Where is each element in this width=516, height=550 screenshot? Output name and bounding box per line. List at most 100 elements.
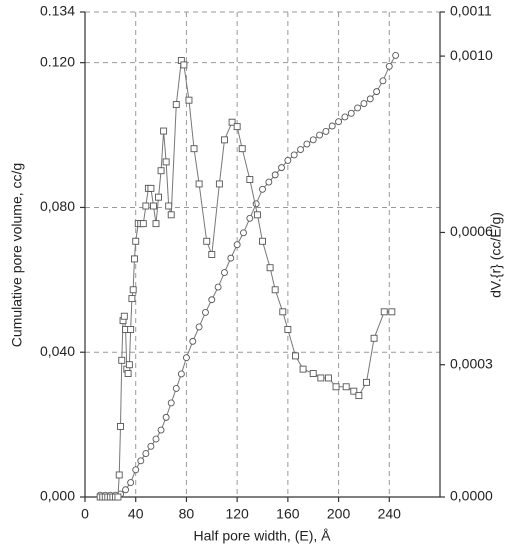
- square-marker: [147, 184, 155, 192]
- square-marker: [221, 136, 228, 144]
- square-marker: [253, 211, 261, 219]
- circle-marker: [379, 77, 387, 85]
- square-marker: [185, 96, 193, 104]
- square-marker: [180, 61, 188, 69]
- circle-marker: [347, 109, 355, 117]
- circle-marker: [259, 185, 266, 193]
- circle-marker: [137, 457, 145, 465]
- circle-marker: [189, 337, 197, 345]
- square-marker: [355, 392, 363, 400]
- circle-marker: [373, 88, 381, 96]
- square-marker: [317, 374, 325, 382]
- circle-marker: [147, 442, 155, 450]
- circle-marker: [309, 136, 317, 144]
- square-marker: [172, 101, 180, 109]
- circle-marker: [132, 466, 140, 474]
- y-tick-label: 0,080: [40, 198, 75, 214]
- circle-marker: [157, 426, 165, 434]
- square-marker: [380, 308, 388, 316]
- square-marker: [332, 383, 340, 391]
- circle-marker: [167, 399, 175, 407]
- circle-marker: [385, 62, 393, 70]
- square-marker: [246, 176, 254, 183]
- x-tick-label: 240: [378, 506, 402, 522]
- square-marker: [190, 145, 198, 153]
- y-tick-label: 0.120: [40, 53, 75, 69]
- square-marker: [150, 202, 157, 210]
- y-tick-label: 0,000: [40, 488, 75, 504]
- circle-marker: [297, 146, 304, 153]
- x-tick-label: 0: [81, 506, 89, 522]
- y-tick-label: 0,040: [40, 343, 75, 359]
- square-marker: [157, 167, 165, 175]
- square-marker: [363, 378, 370, 386]
- square-marker: [132, 237, 140, 245]
- circle-marker: [360, 100, 368, 108]
- square-marker: [350, 387, 358, 395]
- square-marker: [155, 193, 162, 201]
- square-marker: [228, 118, 236, 126]
- square-marker: [215, 180, 223, 188]
- y2-axis-title: dV.{r} (cc/E/g): [488, 212, 504, 298]
- y2-tick-label: 0,0006: [450, 223, 493, 239]
- circle-marker: [366, 95, 374, 103]
- circle-marker: [152, 435, 160, 443]
- square-marker: [127, 326, 135, 333]
- circle-marker: [177, 370, 185, 378]
- y2-tick-label: 0,0000: [450, 488, 493, 504]
- x-tick-label: 200: [327, 506, 351, 522]
- square-marker: [160, 127, 168, 135]
- square-marker: [388, 308, 396, 316]
- circle-marker: [335, 118, 343, 126]
- x-tick-label: 80: [179, 506, 195, 522]
- circle-marker: [233, 241, 241, 249]
- square-marker: [208, 251, 216, 258]
- circle-marker: [227, 254, 235, 262]
- circle-marker: [316, 131, 324, 139]
- square-marker: [203, 237, 211, 245]
- circle-marker: [341, 113, 349, 121]
- square-marker: [299, 365, 307, 373]
- circle-marker: [392, 51, 400, 59]
- square-marker: [142, 202, 150, 210]
- square-marker: [165, 202, 173, 210]
- square-marker: [259, 237, 266, 245]
- circle-marker: [284, 156, 292, 164]
- square-marker: [125, 361, 133, 369]
- square-marker: [120, 312, 128, 320]
- square-marker: [238, 145, 246, 153]
- series-line: [100, 58, 392, 498]
- x-tick-label: 120: [225, 506, 249, 522]
- square-marker: [118, 356, 126, 364]
- square-marker: [195, 180, 203, 188]
- square-marker: [266, 264, 274, 272]
- circle-marker: [214, 283, 222, 291]
- circle-marker: [354, 104, 362, 112]
- circle-marker: [303, 140, 311, 148]
- y-tick-label: 0.134: [40, 3, 75, 19]
- y2-tick-label: 0,0011: [450, 3, 492, 19]
- square-marker: [284, 326, 292, 333]
- square-marker: [117, 423, 124, 430]
- circle-marker: [127, 479, 135, 486]
- circle-marker: [182, 354, 190, 362]
- square-marker: [279, 308, 287, 316]
- square-marker: [309, 370, 317, 377]
- circle-marker: [122, 486, 130, 494]
- series-line: [100, 55, 397, 496]
- square-marker: [162, 158, 170, 166]
- square-marker: [271, 286, 279, 294]
- circle-marker: [142, 450, 150, 458]
- circle-marker: [246, 214, 254, 222]
- circle-marker: [328, 122, 336, 130]
- square-marker: [115, 471, 123, 479]
- square-marker: [139, 220, 147, 228]
- circle-marker: [208, 296, 216, 304]
- x-tick-label: 160: [276, 506, 300, 522]
- square-marker: [324, 374, 332, 382]
- circle-marker: [221, 269, 228, 277]
- square-marker: [292, 352, 299, 360]
- square-marker: [128, 295, 136, 303]
- circle-marker: [265, 178, 273, 186]
